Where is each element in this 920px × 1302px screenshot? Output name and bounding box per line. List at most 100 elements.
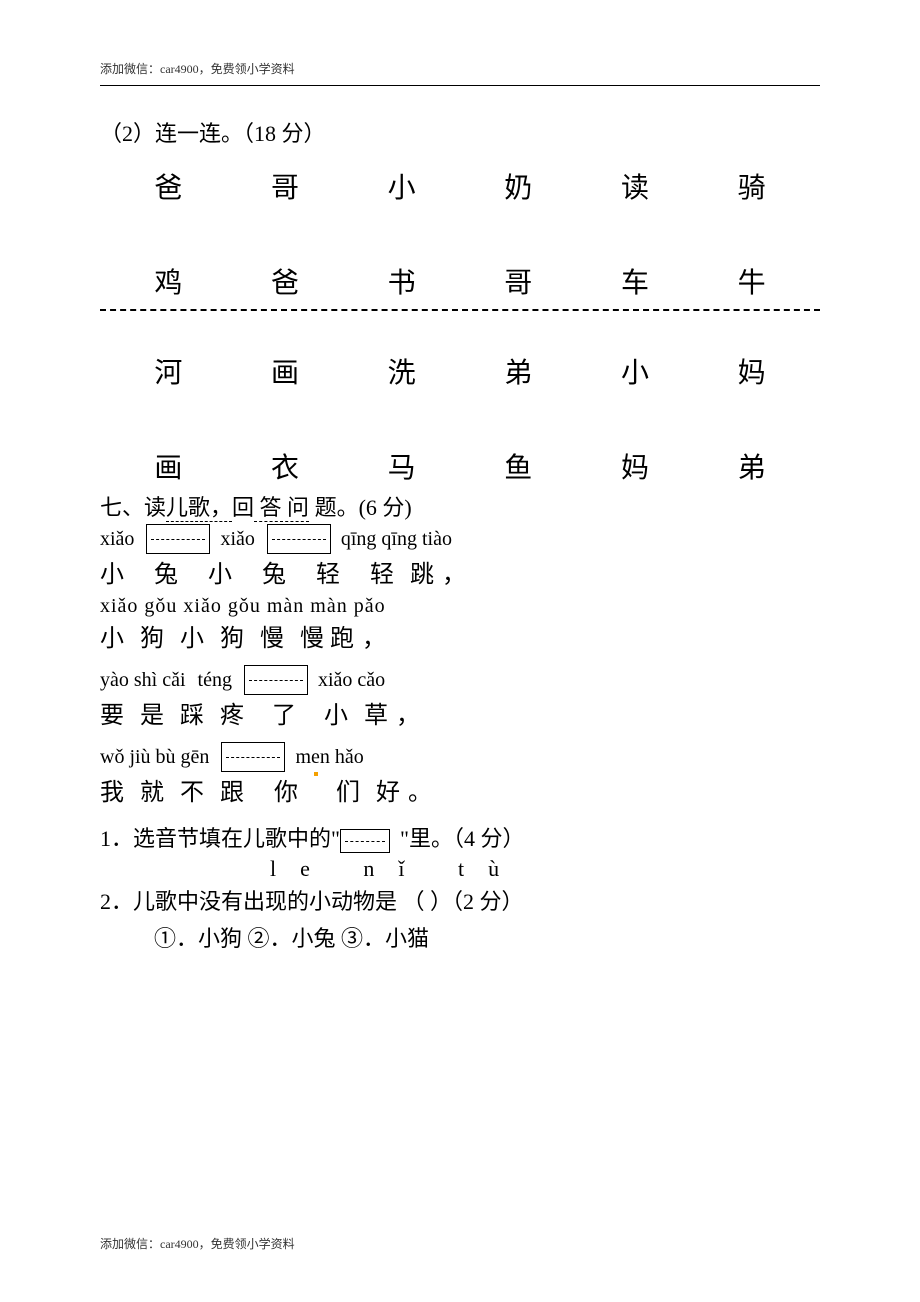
- pinyin: xiǎo: [220, 528, 254, 551]
- char: 牛: [722, 261, 782, 301]
- q1-pre: 1．选音节填在儿歌中的": [100, 826, 340, 851]
- poem-line-3: yào shì cǎi téng xiǎo cǎo 要 是 踩 疼 了 小 草 …: [100, 665, 820, 730]
- punct: ，: [396, 695, 422, 730]
- q1-options: le nǐ tù: [270, 856, 820, 882]
- hanzi: 小: [324, 695, 350, 730]
- header-rule: [100, 85, 820, 86]
- section7-title: 七、读儿歌，回 答 问 题。(6 分): [100, 490, 820, 522]
- hanzi: 你: [274, 772, 300, 807]
- hanzi: 要: [100, 695, 126, 730]
- hanzi-row: 我 就 不 跟 你 们 好 。: [100, 772, 820, 807]
- hanzi: 兔: [154, 554, 180, 589]
- char: 洗: [372, 351, 432, 391]
- pinyin-row: xiǎo xiǎo qīng qīng tiào: [100, 524, 820, 554]
- section2-title: （2）连一连。（18 分）: [100, 116, 820, 148]
- pinyin-row: xiǎo gǒu xiǎo gǒu màn màn pǎo: [100, 595, 820, 618]
- char: 哥: [255, 166, 315, 206]
- hanzi: 草: [364, 695, 390, 730]
- dashed-divider: [100, 309, 820, 311]
- header-note: 添加微信：car4900，免费领小学资料: [100, 60, 820, 77]
- hanzi: 轻: [316, 554, 342, 589]
- pinyin: qīng qīng tiào: [341, 528, 452, 551]
- orange-dot-icon: [314, 772, 318, 776]
- char: 小: [372, 166, 432, 206]
- punct: ，: [442, 554, 468, 589]
- question-2: 2．儿歌中没有出现的小动物是 （ ）（2 分）: [100, 884, 820, 919]
- question-1: 1．选音节填在儿歌中的" "里。（4 分）: [100, 821, 820, 856]
- pinyin-row: wǒ jiù bù gēn men hǎo: [100, 742, 820, 772]
- hanzi-row: 小 兔 小 兔 轻 轻 跳 ，: [100, 554, 820, 589]
- char: 奶: [488, 166, 548, 206]
- hanzi: 踩: [180, 695, 206, 730]
- char: 妈: [722, 351, 782, 391]
- char: 妈: [605, 446, 665, 486]
- match-row-2: 鸡 爸 书 哥 车 牛: [100, 261, 820, 301]
- char: 鸡: [138, 261, 198, 301]
- punct: ，: [362, 618, 388, 653]
- hanzi: 小: [100, 618, 126, 653]
- match-row-3: 河 画 洗 弟 小 妈: [100, 351, 820, 391]
- pinyin: téng: [198, 669, 232, 692]
- pinyin: wǒ jiù bù gēn: [100, 746, 209, 769]
- hanzi: 们: [336, 772, 362, 807]
- char: 骑: [722, 166, 782, 206]
- s7-pre: 七、读: [100, 495, 166, 520]
- pinyin-row: yào shì cǎi téng xiǎo cǎo: [100, 665, 820, 695]
- s7-post: 题。(6 分): [309, 495, 412, 520]
- q1-post: "里。（4 分）: [400, 826, 524, 851]
- char: 画: [255, 351, 315, 391]
- char: 衣: [255, 446, 315, 486]
- char: 河: [138, 351, 198, 391]
- char: 书: [372, 261, 432, 301]
- hanzi: 我: [100, 772, 126, 807]
- blank-box: [146, 524, 210, 554]
- blank-box: [221, 742, 285, 772]
- s7-mid: 回: [232, 495, 254, 520]
- char: 鱼: [488, 446, 548, 486]
- poem-line-2: xiǎo gǒu xiǎo gǒu màn màn pǎo 小 狗 小 狗 慢 …: [100, 595, 820, 653]
- s7-u1: 儿歌，: [166, 495, 232, 522]
- char: 读: [605, 166, 665, 206]
- q2-options: ①．小狗 ②．小兔 ③．小猫: [154, 921, 820, 953]
- hanzi: 了: [272, 695, 298, 730]
- poem-line-4: wǒ jiù bù gēn men hǎo 我 就 不 跟 你 们 好 。: [100, 742, 820, 807]
- blank-box-small: [340, 829, 390, 853]
- hanzi: 狗: [140, 618, 166, 653]
- page-content: 添加微信：car4900，免费领小学资料 （2）连一连。（18 分） 爸 哥 小…: [0, 0, 920, 993]
- hanzi: 跑: [330, 618, 356, 653]
- punct: 。: [408, 772, 434, 807]
- footer-note: 添加微信：car4900，免费领小学资料: [100, 1235, 295, 1252]
- char: 马: [372, 446, 432, 486]
- char: 小: [605, 351, 665, 391]
- hanzi: 慢: [300, 618, 326, 653]
- hanzi: 小: [180, 618, 206, 653]
- char: 哥: [488, 261, 548, 301]
- hanzi: 轻: [370, 554, 396, 589]
- poem-line-1: xiǎo xiǎo qīng qīng tiào 小 兔 小 兔 轻 轻 跳 ，: [100, 524, 820, 589]
- hanzi-row: 小 狗 小 狗 慢 慢 跑 ，: [100, 618, 820, 653]
- match-row-1: 爸 哥 小 奶 读 骑: [100, 166, 820, 206]
- char: 弟: [722, 446, 782, 486]
- hanzi-row: 要 是 踩 疼 了 小 草 ，: [100, 695, 820, 730]
- hanzi: 疼: [220, 695, 246, 730]
- pinyin: xiǎo: [100, 528, 134, 551]
- hanzi: 小: [100, 554, 126, 589]
- match-row-4: 画 衣 马 鱼 妈 弟: [100, 446, 820, 486]
- hanzi: 小: [208, 554, 234, 589]
- char: 车: [605, 261, 665, 301]
- hanzi: 跳: [410, 554, 436, 589]
- pinyin: xiǎo cǎo: [318, 669, 385, 692]
- blank-box: [244, 665, 308, 695]
- hanzi: 跟: [220, 772, 246, 807]
- blank-box: [267, 524, 331, 554]
- pinyin: yào shì cǎi: [100, 669, 186, 692]
- s7-u2: 答 问: [254, 495, 309, 522]
- hanzi: 狗: [220, 618, 246, 653]
- hanzi: 不: [180, 772, 206, 807]
- hanzi: 慢: [260, 618, 286, 653]
- char: 弟: [488, 351, 548, 391]
- hanzi: 兔: [262, 554, 288, 589]
- hanzi: 是: [140, 695, 166, 730]
- pinyin: men hǎo: [295, 746, 363, 769]
- char: 画: [138, 446, 198, 486]
